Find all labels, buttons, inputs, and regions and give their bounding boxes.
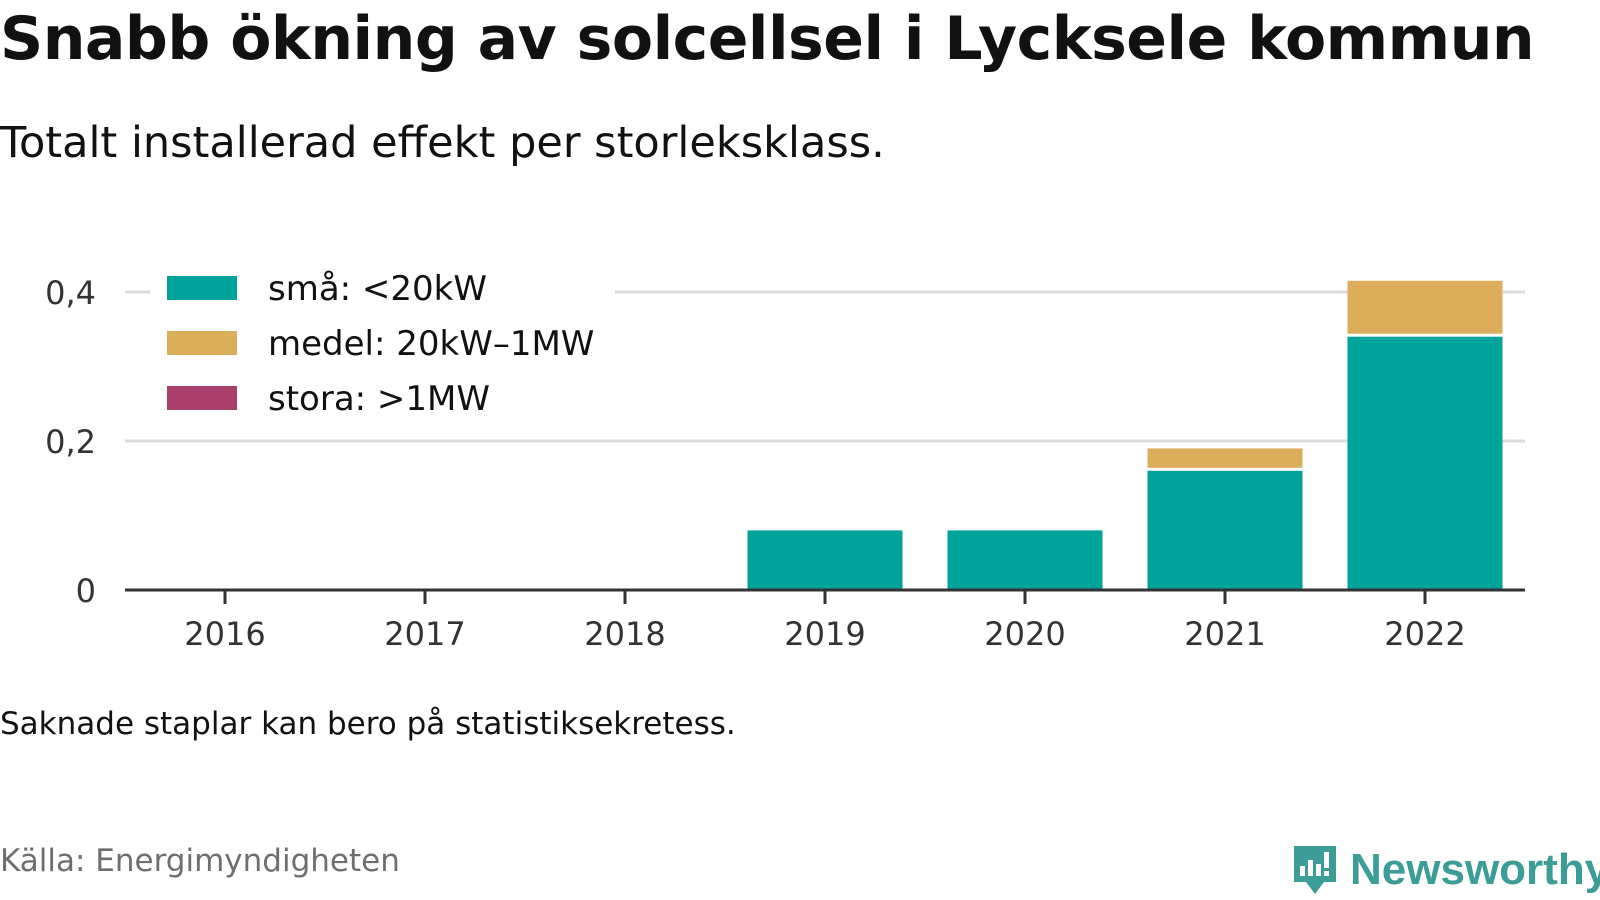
chart-title: Snabb ökning av solcellsel i Lycksele ko… xyxy=(0,4,1535,74)
y-tick-label: 0,2 xyxy=(45,423,96,461)
x-tick-label: 2019 xyxy=(784,615,865,653)
legend: små: <20kW medel: 20kW–1MW stora: >1MW xyxy=(150,262,615,430)
bars xyxy=(747,280,1503,590)
x-tick-labels: 2016 2017 2018 2019 2020 2021 2022 xyxy=(184,615,1465,653)
x-tick-label: 2018 xyxy=(584,615,665,653)
chart-bubble-icon xyxy=(1294,846,1336,894)
x-tick-label: 2016 xyxy=(184,615,265,653)
y-tick-label: 0 xyxy=(76,572,96,610)
bar-2022-series-1 xyxy=(1347,280,1503,334)
chart-note: Saknade staplar kan bero på statistiksek… xyxy=(0,706,736,742)
x-tick-label: 2022 xyxy=(1384,615,1465,653)
source-credit: Källa: Energimyndigheten xyxy=(0,843,400,879)
y-axis: 0 0,2 0,4 xyxy=(45,274,96,610)
legend-label-1: medel: 20kW–1MW xyxy=(268,324,594,364)
chart: 0 0,2 0,4 2016 2017 2018 2019 2020 2021 2022 små… xyxy=(45,262,1525,653)
bar-2022-series-0 xyxy=(1347,336,1503,590)
bar-2021-series-1 xyxy=(1147,448,1303,468)
x-tick-label: 2020 xyxy=(984,615,1065,653)
bar-2021-series-0 xyxy=(1147,470,1303,590)
y-tick-label: 0,4 xyxy=(45,274,96,312)
legend-label-2: stora: >1MW xyxy=(268,379,490,419)
legend-swatch-2 xyxy=(167,386,237,410)
legend-swatch-1 xyxy=(167,331,237,355)
x-tick-label: 2017 xyxy=(384,615,465,653)
legend-swatch-0 xyxy=(167,276,237,300)
logo-text: Newsworthy xyxy=(1350,845,1600,894)
x-axis xyxy=(125,588,1525,604)
newsworthy-logo: Newsworthy xyxy=(1290,842,1600,898)
x-tick-label: 2021 xyxy=(1184,615,1265,653)
chart-subtitle: Totalt installerad effekt per storlekskl… xyxy=(0,118,885,168)
legend-label-0: små: <20kW xyxy=(268,269,487,309)
bar-2020-series-0 xyxy=(947,530,1103,590)
bar-2019-series-0 xyxy=(747,530,903,590)
